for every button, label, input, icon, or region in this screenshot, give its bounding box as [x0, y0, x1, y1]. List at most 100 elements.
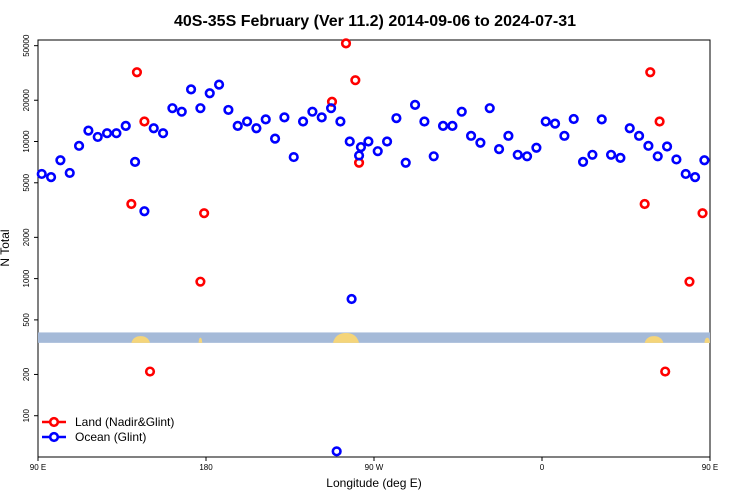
- ocean-point: [624, 123, 635, 134]
- plot-area: [37, 39, 711, 458]
- ocean-point: [297, 116, 309, 127]
- ocean-point: [241, 116, 253, 127]
- x-tick-label: 90 W: [365, 463, 384, 472]
- ocean-point: [372, 146, 383, 157]
- land-point: [126, 198, 137, 210]
- ocean-point: [559, 130, 570, 141]
- ocean-point: [36, 168, 47, 180]
- ocean-point: [148, 123, 159, 134]
- ocean-point: [512, 149, 523, 160]
- ocean-point: [475, 137, 486, 148]
- land-point: [350, 75, 361, 86]
- land-sea-band: [38, 332, 710, 343]
- x-axis-label: Longitude (deg E): [326, 476, 421, 490]
- ocean-point: [346, 293, 357, 305]
- ocean-point: [111, 128, 122, 139]
- ocean-point: [587, 149, 598, 160]
- ocean-point: [689, 172, 701, 183]
- ocean-point: [185, 84, 197, 95]
- ocean-point: [428, 151, 439, 162]
- legend: Land (Nadir&Glint)Ocean (Glint): [42, 415, 174, 444]
- ocean-point: [437, 120, 449, 131]
- land-mass: [332, 332, 360, 343]
- ocean-point: [643, 140, 654, 151]
- ocean-point: [447, 120, 458, 131]
- x-tick-label: 180: [199, 463, 213, 472]
- ocean-point: [55, 155, 66, 166]
- chart-title: 40S-35S February (Ver 11.2) 2014-09-06 t…: [174, 13, 576, 30]
- ocean-point: [251, 123, 262, 134]
- ocean-point: [456, 106, 467, 117]
- ocean-point: [503, 130, 514, 141]
- y-tick-label: 500: [22, 313, 31, 327]
- ocean-point: [661, 141, 673, 152]
- land-mass: [644, 336, 664, 343]
- y-axis-label: N Total: [0, 229, 12, 266]
- ocean-point: [577, 156, 589, 168]
- y-tick-label: 2000: [22, 228, 31, 246]
- ocean-point: [129, 156, 141, 168]
- y-tick-label: 200: [22, 367, 31, 381]
- ocean-point: [279, 112, 290, 123]
- x-tick-label: 90 E: [702, 463, 718, 472]
- legend-marker: [48, 416, 60, 428]
- y-tick-label: 20000: [22, 89, 31, 112]
- ocean-point: [615, 152, 626, 163]
- ocean-point: [316, 112, 327, 123]
- y-tick-label: 100: [22, 409, 31, 423]
- y-tick-label: 10000: [22, 130, 31, 153]
- ocean-point: [699, 155, 710, 166]
- ocean-point: [531, 142, 542, 153]
- ocean-point: [223, 104, 234, 116]
- ocean-point: [204, 88, 215, 99]
- ocean-point: [680, 168, 691, 180]
- land-point: [139, 116, 150, 127]
- legend-label: Ocean (Glint): [75, 430, 146, 444]
- ocean-point: [652, 151, 663, 162]
- ocean-point: [101, 128, 113, 139]
- ocean-point: [549, 118, 561, 129]
- ocean-point: [409, 99, 421, 110]
- ocean-point: [288, 151, 299, 163]
- ocean-point: [671, 154, 682, 165]
- ocean-point: [568, 113, 579, 125]
- y-tick-label: 50000: [22, 34, 31, 57]
- land-point: [199, 208, 210, 219]
- ocean-point: [83, 125, 94, 136]
- ocean-point: [176, 106, 187, 117]
- ocean-point: [344, 136, 355, 147]
- ocean-point: [167, 103, 178, 114]
- ocean-band: [38, 332, 710, 343]
- land-point: [684, 276, 695, 287]
- land-point: [195, 276, 206, 287]
- ocean-point: [232, 120, 243, 131]
- ocean-point: [353, 150, 365, 161]
- ocean-point: [465, 130, 477, 141]
- ocean-point: [195, 103, 206, 114]
- ocean-point: [363, 136, 374, 147]
- ocean-point: [325, 103, 337, 114]
- ocean-point: [157, 128, 169, 139]
- ocean-point: [540, 116, 551, 127]
- land-mass: [704, 337, 710, 343]
- land-mass: [131, 336, 150, 343]
- land-point: [144, 366, 156, 377]
- ocean-point: [120, 120, 131, 131]
- ocean-point: [64, 167, 75, 179]
- legend-marker: [48, 431, 60, 443]
- x-tick-label: 90 E: [30, 463, 46, 472]
- land-point: [660, 366, 671, 377]
- ocean-point: [605, 149, 617, 160]
- ocean-point: [381, 136, 393, 147]
- land-mass: [198, 337, 203, 343]
- ocean-point: [335, 116, 346, 127]
- land-point: [131, 67, 143, 78]
- ocean-point: [596, 114, 607, 125]
- land-point: [340, 38, 352, 49]
- ocean-point: [521, 151, 533, 162]
- data-points: [36, 38, 710, 457]
- legend-label: Land (Nadir&Glint): [75, 415, 174, 429]
- ocean-point: [391, 113, 402, 124]
- ocean-point: [400, 157, 411, 168]
